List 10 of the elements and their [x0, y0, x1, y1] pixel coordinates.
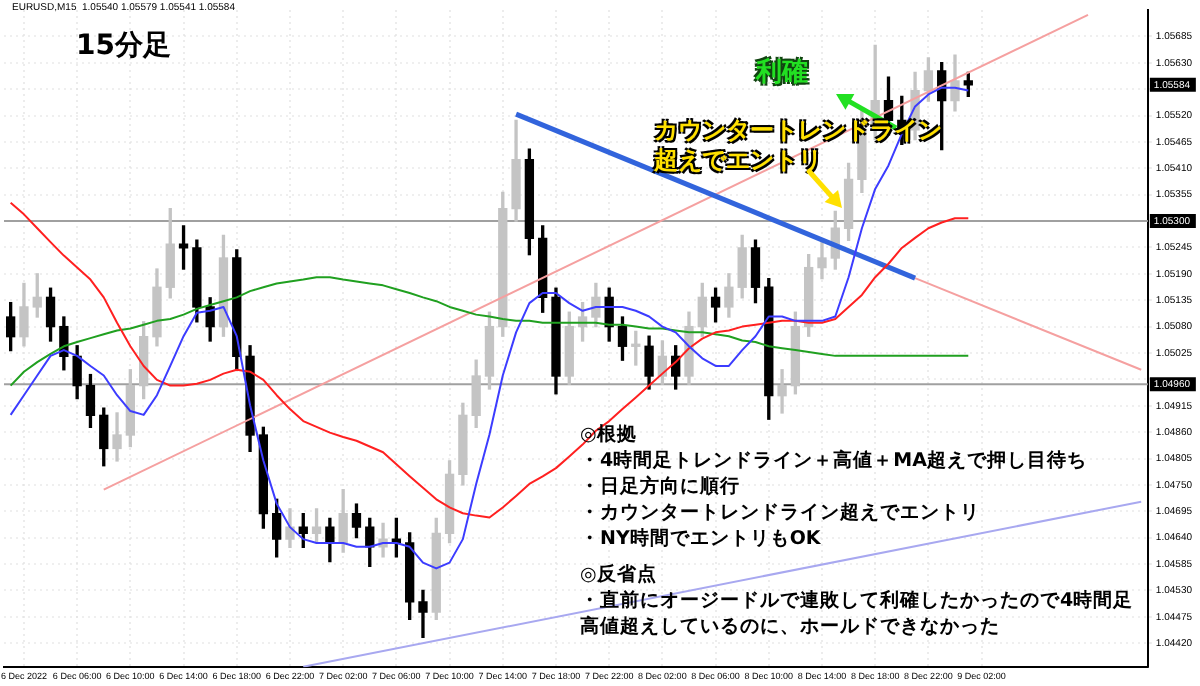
annotation: 利確 — [756, 58, 808, 91]
candlestick — [777, 369, 787, 414]
candlestick — [418, 589, 428, 639]
text: 15分足 — [76, 28, 171, 64]
annotation: ・日足方向に順行 — [580, 474, 742, 500]
annotation: ・4時間足トレンドライン＋高値＋MA超えで押し目待ち — [580, 448, 1089, 474]
annotation: ◎反省点 — [580, 562, 659, 588]
annotation: ・NY時間でエントリもOK — [580, 526, 823, 552]
annotation: ・直前にオージードルで連敗して利確したかったので4時間足高値超えしているのに、ホールドできなかった — [580, 588, 1136, 640]
annotation: ・カウンタートレンドライン超えでエントリ — [580, 500, 982, 526]
